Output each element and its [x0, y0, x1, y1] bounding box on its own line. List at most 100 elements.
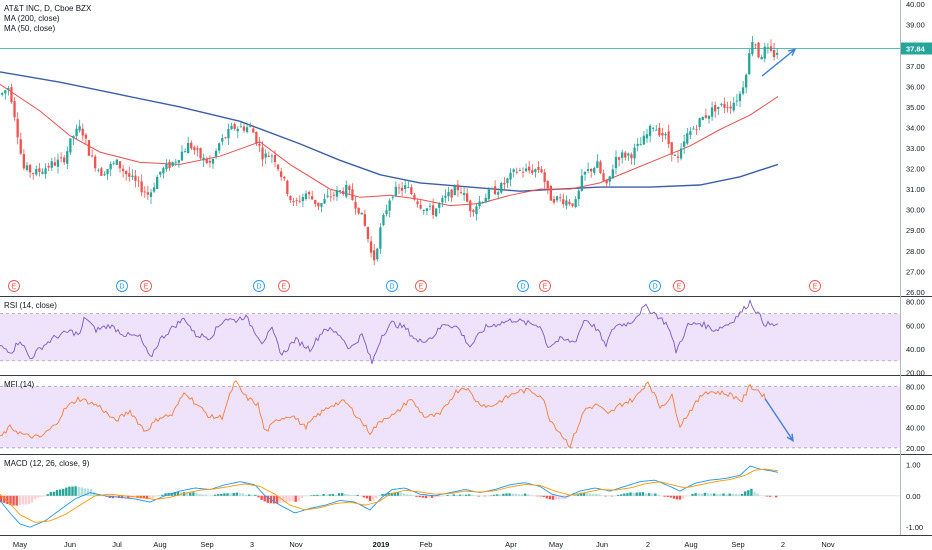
candle-body [249, 125, 252, 127]
candle-body [230, 125, 233, 130]
macd-histogram-bar [71, 486, 74, 496]
macd-histogram-bar [145, 495, 149, 500]
candle-body [317, 202, 320, 207]
candle-body [304, 193, 308, 200]
candle-body [776, 52, 779, 55]
macd-histogram-bar [762, 495, 765, 497]
macd-histogram-bar [83, 488, 87, 496]
candle-body [25, 165, 29, 171]
macd-histogram-bar [651, 493, 654, 496]
ma50-line [0, 83, 779, 207]
candle-body [676, 156, 680, 158]
macd-histogram-bar [52, 491, 56, 496]
macd-histogram-bar [127, 495, 130, 499]
candle-body [351, 189, 354, 201]
candle-body [87, 140, 91, 156]
candle-body [524, 168, 528, 172]
macd-histogram-bar [542, 495, 545, 497]
candle-body [720, 103, 723, 105]
macd-histogram-bar [155, 495, 158, 497]
candle-body [738, 93, 742, 102]
macd-histogram-bar [6, 495, 9, 505]
macd-histogram-bar [334, 494, 338, 496]
mfi-band [0, 386, 900, 448]
candle-body [745, 74, 748, 88]
macd-histogram-bar [582, 492, 586, 496]
candle-body [723, 103, 726, 108]
candle-body [689, 131, 692, 136]
macd-histogram-bar [210, 495, 214, 497]
macd-histogram-bar [434, 495, 437, 498]
macd-histogram-bar [511, 493, 514, 496]
macd-histogram-bar [427, 495, 431, 498]
macd-histogram-bar [303, 495, 307, 497]
macd-histogram-bar [102, 495, 105, 497]
macd-histogram-bar [443, 495, 446, 497]
macd-histogram-bar [756, 493, 759, 496]
candle-body [379, 227, 382, 249]
candle-body [580, 175, 583, 191]
macd-histogram-bar [719, 493, 722, 496]
candle-body [103, 174, 106, 176]
candle-body [428, 205, 432, 207]
macd-histogram-bar [9, 495, 12, 506]
candle-body [149, 192, 153, 197]
macd-histogram-bar [207, 495, 211, 497]
candle-body [332, 194, 335, 196]
rsi-tick-label: 60.00 [906, 321, 925, 330]
candle-body [180, 151, 184, 161]
candle-body [596, 161, 599, 168]
dividend-marker [649, 280, 661, 292]
macd-histogram-bar [564, 495, 567, 500]
macd-histogram-bar [3, 495, 6, 503]
candle-body [518, 169, 521, 171]
macd-histogram-bar [604, 495, 607, 497]
candle-body [435, 208, 438, 217]
candle-body [146, 192, 149, 195]
macd-histogram-bar [654, 493, 657, 496]
macd-histogram-bar [421, 495, 424, 498]
macd-histogram-bar [192, 492, 195, 496]
candle-body [298, 200, 301, 202]
candle-body [472, 210, 475, 213]
candle-body [221, 137, 224, 142]
macd-histogram-bar [458, 494, 462, 496]
candle-body [487, 189, 490, 200]
macd-histogram-bar [306, 495, 310, 497]
candle-body [193, 147, 196, 151]
macd-histogram-bar [344, 493, 347, 496]
macd-histogram-bar [737, 494, 741, 496]
candle-body [512, 169, 515, 172]
candle-body [593, 167, 596, 173]
candle-body [159, 171, 162, 175]
price-tick-label: 40.00 [906, 0, 925, 9]
macd-histogram-bar [768, 495, 772, 497]
rsi-line [0, 298, 779, 365]
macd-histogram-bar [356, 494, 359, 496]
candle-body [670, 142, 673, 155]
candle-body [732, 102, 735, 111]
candle-body [407, 186, 410, 188]
macd-histogram-bar [545, 495, 548, 499]
macd-histogram-bar [734, 493, 738, 496]
dividend-marker [253, 280, 265, 292]
candle-body [131, 175, 134, 177]
candle-body [559, 197, 562, 199]
macd-histogram-bar [558, 495, 561, 500]
price-tick-label: 28.00 [906, 247, 925, 256]
macd-histogram-bar [21, 495, 25, 505]
macd-histogram-bar [300, 495, 304, 499]
macd-histogram-bar [217, 494, 220, 496]
event-label: E [144, 284, 149, 291]
candle-body [320, 203, 323, 207]
earnings-marker [8, 280, 20, 292]
macd-histogram-bar [148, 495, 152, 499]
candle-body [741, 87, 745, 94]
candle-body [701, 116, 704, 120]
candle-body [183, 151, 187, 153]
macd-histogram-bar [678, 495, 682, 500]
macd-histogram-bar [430, 495, 434, 498]
macd-histogram-bar [316, 494, 319, 496]
price-tick-label: 35.00 [906, 103, 925, 112]
